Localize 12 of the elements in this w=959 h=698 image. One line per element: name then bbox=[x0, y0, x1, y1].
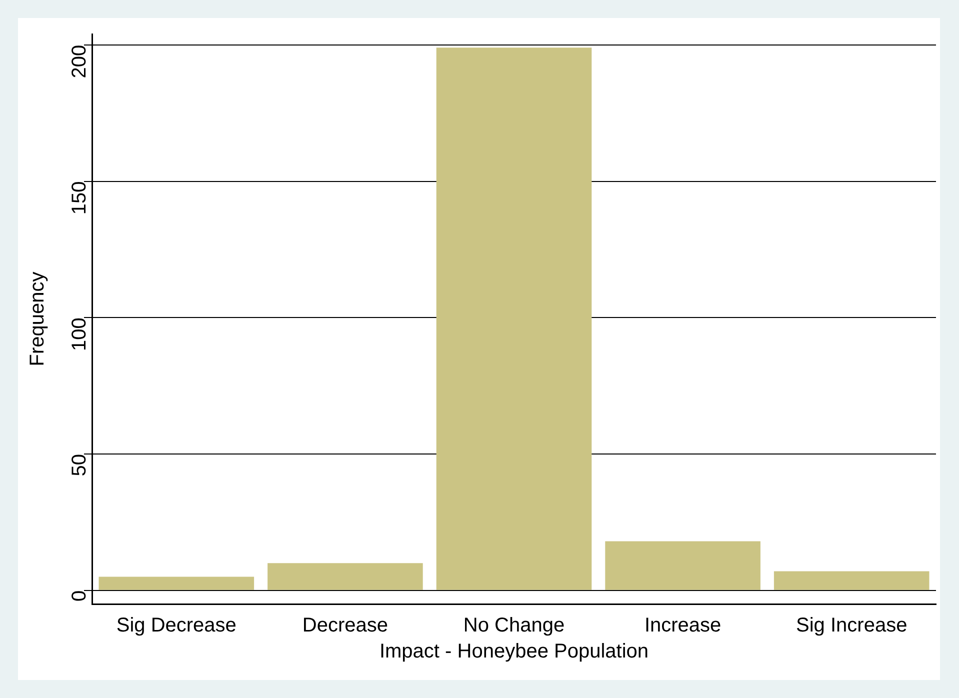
y-tick-label: 50 bbox=[68, 454, 91, 476]
x-tick-label: No Change bbox=[463, 614, 565, 637]
y-tick-label: 150 bbox=[68, 181, 91, 215]
y-tick-label: 100 bbox=[68, 318, 91, 352]
x-tick-label: Sig Decrease bbox=[116, 614, 236, 637]
x-tick-label: Sig Increase bbox=[796, 614, 908, 637]
y-tick-label: 0 bbox=[68, 590, 91, 602]
y-tick-label: 200 bbox=[68, 44, 91, 78]
x-tick-label: Decrease bbox=[302, 614, 388, 637]
x-tick-label: Increase bbox=[644, 614, 722, 637]
x-axis-title: Impact - Honeybee Population bbox=[379, 640, 649, 663]
y-axis-title: Frequency bbox=[26, 272, 49, 366]
